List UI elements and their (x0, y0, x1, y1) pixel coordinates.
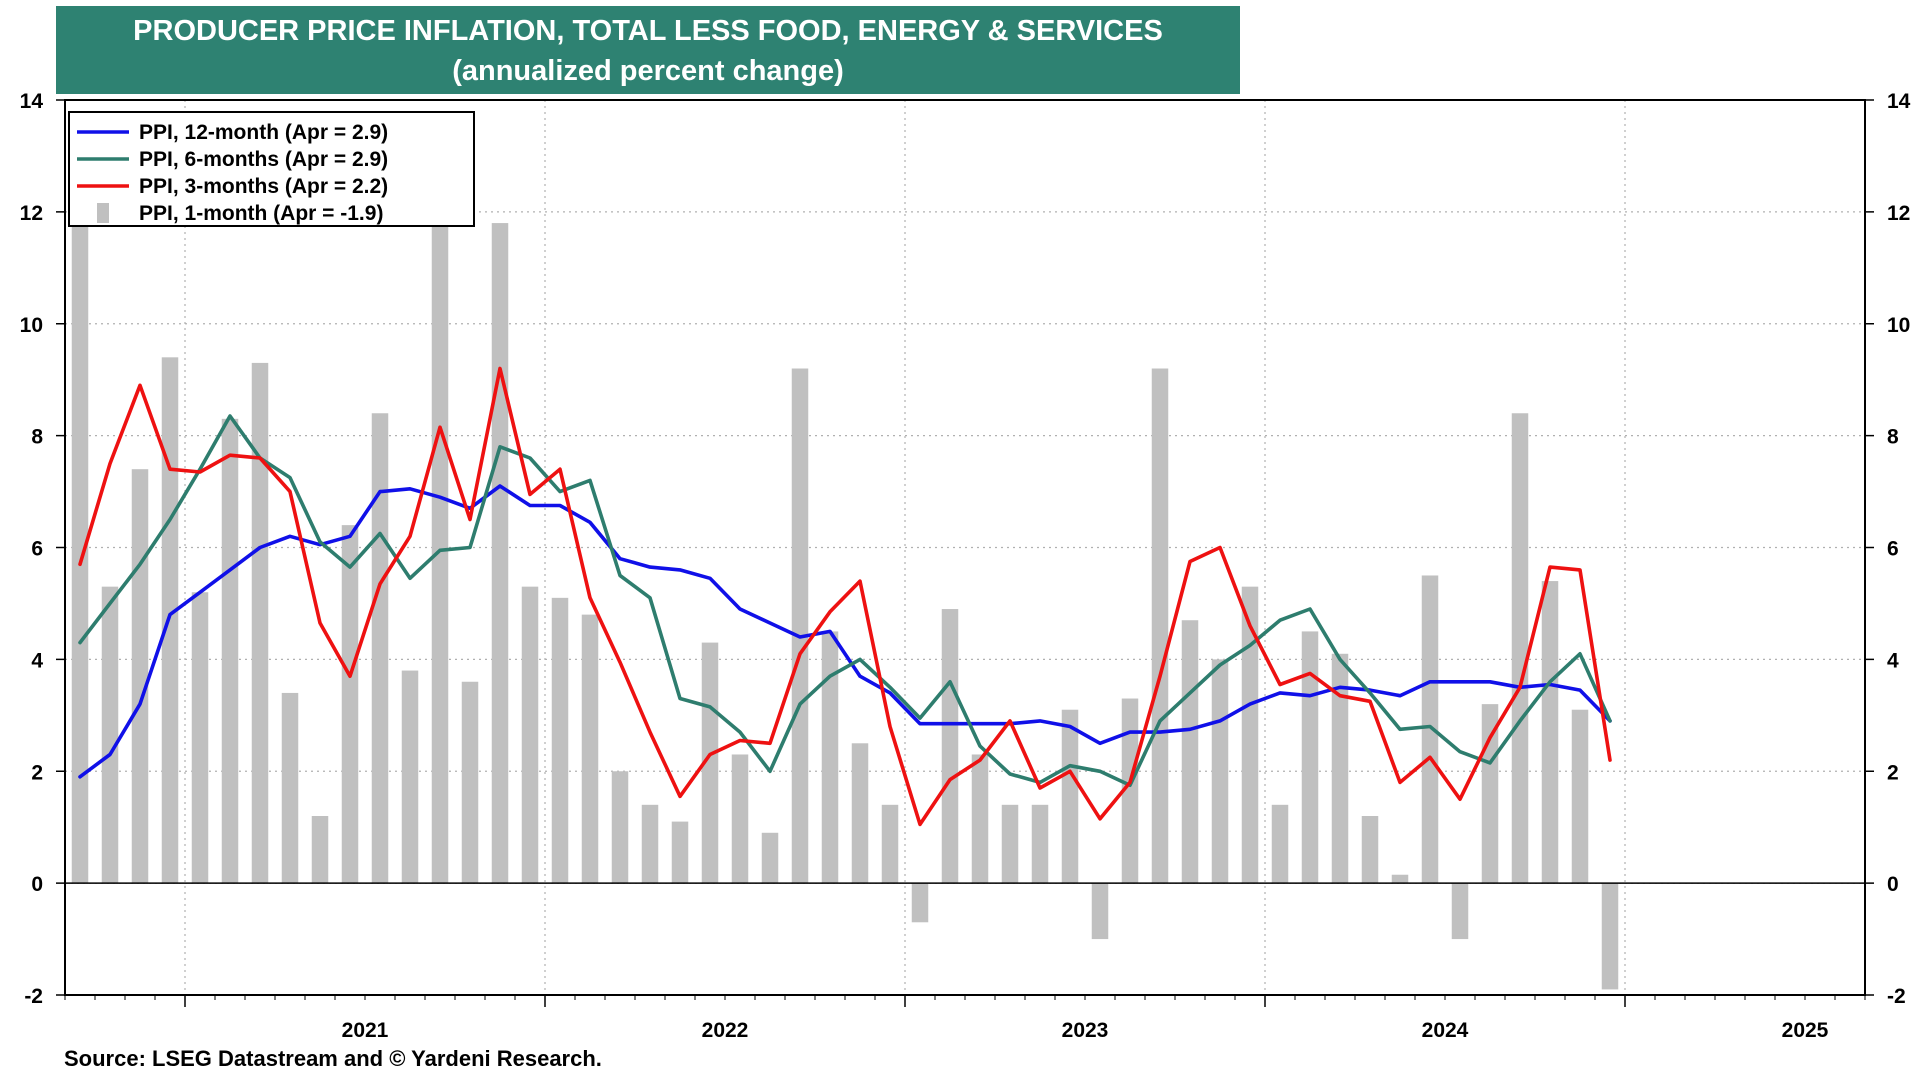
y-tick-label-left: 4 (31, 649, 43, 672)
legend-ppi-6m-label: PPI, 6-months (Apr = 2.9) (139, 148, 388, 171)
plot-border (64, 99, 1866, 996)
bar-ppi-1m (1271, 804, 1289, 884)
y-tick-label-left: 8 (31, 426, 43, 449)
bar-ppi-1m (521, 586, 539, 884)
bar-ppi-1m (671, 821, 689, 884)
bar-ppi-1m (1361, 816, 1379, 884)
y-tick-label-right: 14 (1887, 90, 1911, 113)
bar-ppi-1m (401, 670, 419, 884)
bar-ppi-1m (1031, 804, 1049, 884)
bar-ppi-1m (611, 771, 629, 884)
legend-ppi-1m-label: PPI, 1-month (Apr = -1.9) (139, 202, 383, 225)
bar-ppi-1m (1001, 804, 1019, 884)
bar-ppi-1m (1511, 413, 1529, 884)
bar-ppi-1m (821, 631, 839, 884)
bar-ppi-1m (1601, 883, 1619, 990)
x-tick-label: 2023 (1062, 1019, 1109, 1040)
y-tick-label-left: 0 (31, 873, 43, 896)
bar-ppi-1m (1181, 620, 1199, 884)
y-tick-label-right: 0 (1887, 873, 1899, 896)
y-tick-label-left: 2 (31, 761, 43, 784)
y-tick-label-right: 6 (1887, 538, 1899, 561)
legend-ppi-3m-label: PPI, 3-months (Apr = 2.2) (139, 175, 388, 198)
bar-ppi-1m (191, 592, 209, 884)
x-tick-label: 2021 (342, 1019, 389, 1040)
bar-ppi-1m (851, 743, 869, 884)
bar-ppi-1m (551, 597, 569, 884)
bar-ppi-1m (221, 418, 239, 884)
bar-ppi-1m (1391, 874, 1409, 884)
bar-ppi-1m (461, 681, 479, 884)
bar-ppi-1m (1301, 631, 1319, 884)
legend-ppi-12m-label: PPI, 12-month (Apr = 2.9) (139, 121, 388, 144)
bar-ppi-1m (311, 816, 329, 884)
line-ppi-12m (78, 484, 1612, 779)
x-tick-label: 2022 (702, 1019, 749, 1040)
bar-ppi-1m (581, 614, 599, 884)
y-tick-label-right: 2 (1887, 761, 1899, 784)
y-tick-label-right: 4 (1887, 649, 1899, 672)
bar-ppi-1m (941, 609, 959, 884)
bar-ppi-1m (1421, 575, 1439, 884)
source-note: Source: LSEG Datastream and © Yardeni Re… (64, 1046, 602, 1071)
y-tick-label-left: 12 (20, 202, 43, 225)
bar-ppi-1m (701, 642, 719, 884)
y-tick-label-left: 6 (31, 538, 43, 561)
bar-ppi-1m (1571, 709, 1589, 884)
bar-ppi-1m (71, 223, 89, 884)
bar-ppi-1m (761, 832, 779, 884)
chart-canvas: 14 14 12 12 10 10 8 8 6 6 4 4 2 2 0 0 -2 -2 2021 2022 2023 20… (20, 90, 1911, 1040)
bar-ppi-1m (1061, 709, 1079, 884)
y-tick-label-right: 10 (1887, 314, 1910, 337)
legend-box (68, 111, 475, 227)
bar-ppi-1m (1211, 659, 1229, 884)
bar-ppi-1m (1091, 883, 1109, 940)
x-tick-label: 2024 (1422, 1019, 1469, 1040)
legend: PPI, 12-month (Apr = 2.9) PPI, 6-months (… (68, 111, 475, 227)
bar-ppi-1m (881, 804, 899, 884)
legend-ppi-1m-swatch (97, 203, 109, 223)
y-tick-label-left: -2 (24, 985, 43, 1008)
bar-ppi-1m (101, 586, 119, 884)
bar-ppi-1m (641, 804, 659, 884)
bar-ppi-1m (1331, 653, 1349, 884)
bar-ppi-1m (1451, 883, 1469, 940)
bar-ppi-1m (341, 525, 359, 884)
y-tick-label-right: 8 (1887, 426, 1899, 449)
y-tick-label-left: 14 (20, 90, 44, 113)
bar-ppi-1m (131, 469, 149, 884)
bar-ppi-1m (911, 883, 929, 923)
chart-subtitle: (annualized percent change) (452, 55, 844, 87)
bar-ppi-1m (1541, 581, 1559, 884)
line-ppi-6m (78, 414, 1612, 788)
bar-ppi-1m (251, 362, 269, 884)
line-ppi-3m (78, 366, 1612, 827)
bar-ppi-1m (731, 754, 749, 884)
bar-ppi-1m (281, 692, 299, 884)
bar-ppi-1m (491, 223, 509, 884)
y-tick-label-left: 10 (20, 314, 43, 337)
bar-ppi-1m (1151, 368, 1169, 884)
bar-ppi-1m (431, 206, 449, 884)
bar-ppi-1m (371, 413, 389, 884)
bar-ppi-1m (791, 368, 809, 884)
chart-title-box: PRODUCER PRICE INFLATION, TOTAL LESS FOO… (56, 6, 1240, 94)
y-tick-label-right: -2 (1887, 985, 1906, 1008)
chart-title: PRODUCER PRICE INFLATION, TOTAL LESS FOO… (133, 15, 1163, 47)
bar-ppi-1m (971, 754, 989, 884)
y-tick-label-right: 12 (1887, 202, 1910, 225)
bar-ppi-1m (1241, 586, 1259, 884)
x-tick-label: 2025 (1782, 1019, 1829, 1040)
bar-ppi-1m (1121, 698, 1139, 884)
